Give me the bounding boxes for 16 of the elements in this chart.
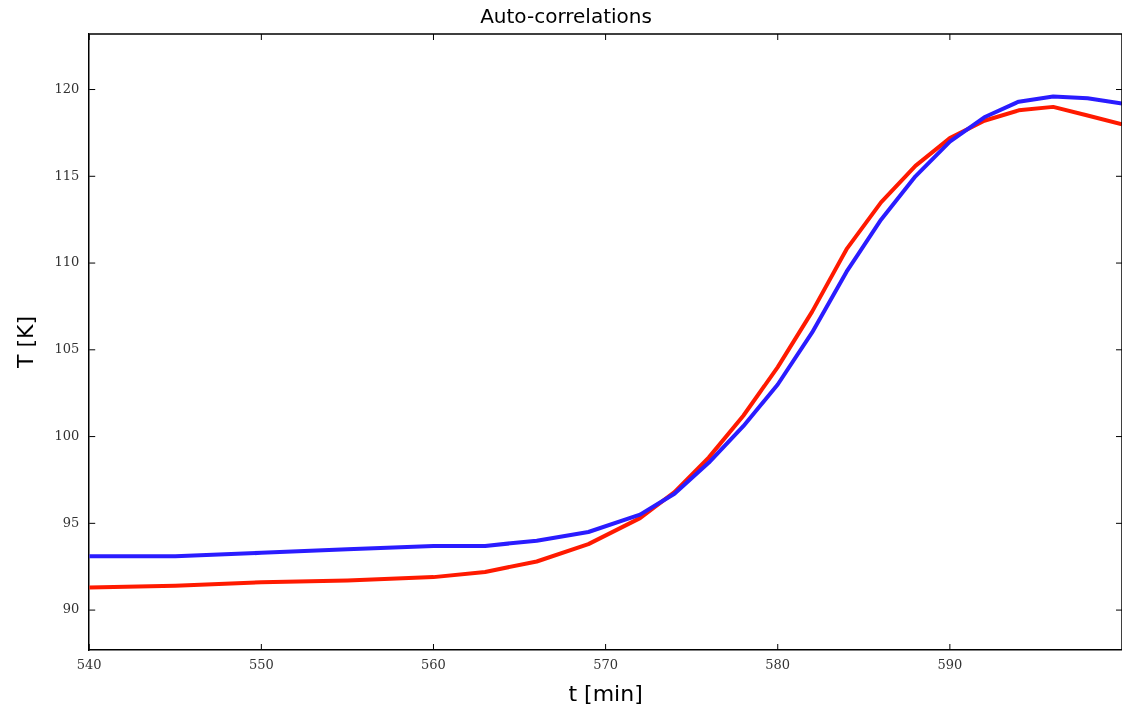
x-axis-title: t [min]	[568, 680, 643, 706]
x-tick-label: 570	[593, 657, 619, 673]
x-tick-label: 540	[76, 657, 102, 673]
y-tick-label: 95	[62, 514, 80, 530]
y-tick-label: 120	[54, 80, 80, 96]
x-tick-label: 590	[937, 657, 963, 673]
y-tick-label: 90	[62, 601, 80, 617]
y-tick-label: 105	[54, 341, 80, 357]
y-tick-label: 115	[54, 167, 80, 183]
chart-title: Auto-correlations	[480, 4, 652, 29]
x-tick-label: 550	[248, 657, 274, 673]
y-tick-label: 100	[54, 427, 80, 443]
x-tick-label: 560	[421, 657, 446, 673]
x-tick-label: 580	[765, 657, 791, 673]
y-axis-title: T [K]	[12, 315, 38, 370]
y-tick-label: 110	[54, 254, 80, 270]
